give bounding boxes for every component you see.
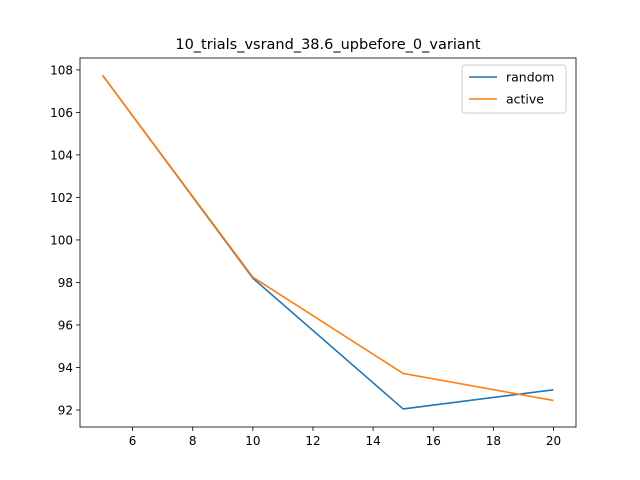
y-tick-label: 98	[58, 276, 73, 290]
legend-label-random: random	[506, 70, 554, 85]
x-tick-label: 18	[486, 434, 501, 448]
y-tick-label: 104	[50, 148, 73, 162]
y-tick-label: 92	[58, 403, 73, 417]
y-tick-label: 102	[50, 191, 73, 205]
plot-area: 6 8 10 12 14 16 18 20 92 94 96 98 100 102 104 106 108 ran…	[50, 57, 577, 448]
chart-title: 10_trials_vsrand_38.6_upbefore_0_variant	[175, 37, 481, 53]
y-tick-label: 108	[50, 63, 73, 77]
y-tick-label: 100	[50, 233, 73, 247]
x-tick-label: 10	[245, 434, 260, 448]
x-tick-label: 12	[305, 434, 320, 448]
legend-label-active: active	[506, 92, 544, 107]
x-tick-label: 6	[129, 434, 137, 448]
axes-frame	[79, 57, 577, 428]
y-tick-label: 94	[58, 361, 73, 375]
x-tick-label: 16	[426, 434, 441, 448]
x-tick-label: 14	[365, 434, 380, 448]
x-tick-label: 20	[546, 434, 561, 448]
x-tick-label: 8	[189, 434, 197, 448]
series-line-active	[101, 74, 554, 402]
y-tick-label: 106	[50, 106, 73, 120]
y-tick-label: 96	[58, 318, 73, 332]
